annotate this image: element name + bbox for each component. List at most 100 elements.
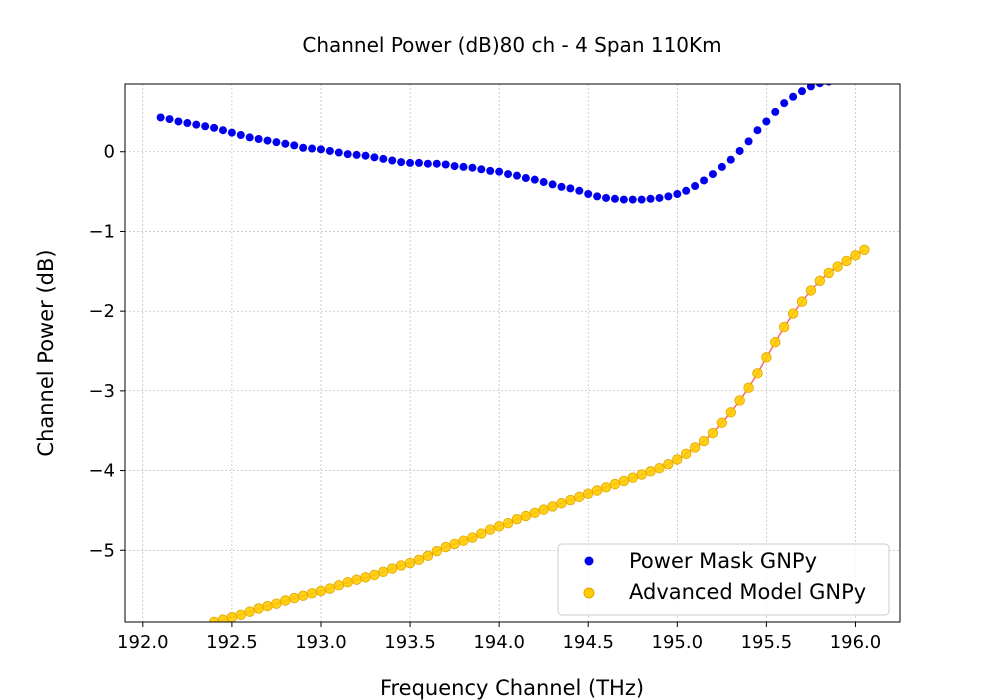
power-mask-point [423,159,432,168]
power-mask-point [227,128,236,137]
gridlines [125,84,900,622]
power-mask-point [352,150,361,159]
legend-label-power-mask: Power Mask GNPy [629,549,817,573]
power-mask-point [406,158,415,167]
power-mask-point [619,195,628,204]
power-mask-point [780,99,789,108]
power-mask-point [459,162,468,171]
advanced-model-point [654,462,665,474]
advanced-model-point [681,448,692,460]
power-mask-point [726,155,735,164]
advanced-model-point [520,510,532,522]
power-mask-point [646,194,655,203]
advanced-model-point [235,609,247,621]
advanced-model-point [859,244,870,255]
advanced-model-point [289,592,300,604]
power-mask-point [771,107,780,116]
advanced-model-point [422,550,434,562]
power-mask-point [334,148,343,157]
power-mask-point [281,139,290,148]
power-mask-point [610,194,619,203]
advanced-model-point [716,417,728,428]
advanced-model-point [342,576,353,588]
advanced-model-point [796,296,808,307]
advanced-model-point [618,475,630,487]
y-tick-label: −3 [88,381,115,402]
power-mask-point [789,92,798,101]
power-mask-point [316,145,325,154]
x-axis-ticks: 192.0 192.5 193.0 193.5 194.0 194.5 195.0 195.5… [117,622,881,653]
x-tick-label: 192.0 [117,632,169,653]
power-mask-point [254,134,263,143]
power-mask-point [637,195,646,204]
power-mask-point [593,192,602,201]
advanced-model-point [395,560,407,571]
y-tick-label: −4 [88,461,115,482]
advanced-model-point [778,321,790,333]
power-mask-point [361,151,370,160]
advanced-model-point [672,454,683,465]
x-tick-label: 193.5 [384,632,436,653]
power-mask-point [602,193,611,202]
x-tick-label: 194.5 [562,632,614,653]
advanced-model-point [324,583,336,594]
advanced-model-point [725,407,736,418]
x-tick-label: 196.0 [830,632,882,653]
power-mask-point [682,186,691,195]
advanced-model-point [743,382,754,393]
power-mask-point [343,150,352,159]
power-mask-point [575,186,584,195]
power-mask-point [245,133,254,142]
advanced-model-point [333,580,344,591]
advanced-model-point [805,285,817,296]
advanced-model-point [297,590,309,601]
advanced-model-point [306,588,318,599]
power-mask-point [539,178,548,187]
power-mask-point [308,144,317,153]
advanced-model-point [413,554,425,566]
y-tick-label: 0 [104,142,115,163]
power-mask-point [815,84,824,88]
advanced-model-point [787,308,799,319]
legend-box [557,543,890,616]
advanced-model-point [449,538,460,550]
advanced-model-point [369,569,380,581]
power-mask-point [486,166,495,175]
legend-marker-power-mask [584,556,594,566]
power-mask-point [210,123,219,132]
advanced-model-point [591,485,603,496]
power-mask-point [584,189,593,198]
axes-frame [124,83,901,623]
advanced-model-point [609,478,621,490]
power-mask-point [290,141,299,150]
advanced-model-point [538,504,549,515]
power-mask-point [798,87,807,96]
power-mask-point [762,117,771,126]
advanced-model-point [636,469,647,480]
legend-label-advanced-model: Advanced Model GNPy [629,580,866,604]
advanced-model-point [431,545,442,557]
advanced-model-point [467,532,478,543]
advanced-model-point [217,614,229,622]
y-axis-ticks: −5 −4 −3 −2 −1 0 [88,142,125,561]
advanced-model-point [511,513,523,525]
power-mask-point [655,193,664,202]
advanced-model-point [600,482,612,493]
advanced-model-point [315,585,327,597]
power-mask-point [441,160,450,169]
advanced-model-point [663,458,674,470]
power-mask-point [370,153,379,162]
power-mask-point [806,84,815,91]
advanced-model-point [360,572,371,583]
advanced-model-point [752,368,763,379]
x-tick-label: 195.0 [652,632,704,653]
advanced-model-point [271,598,282,609]
advanced-model-point [583,488,594,499]
y-tick-label: −2 [88,301,115,322]
x-tick-label: 195.5 [741,632,793,653]
power-mask-point [735,146,744,155]
advanced-model-point [850,250,861,261]
advanced-model-point [761,352,772,363]
